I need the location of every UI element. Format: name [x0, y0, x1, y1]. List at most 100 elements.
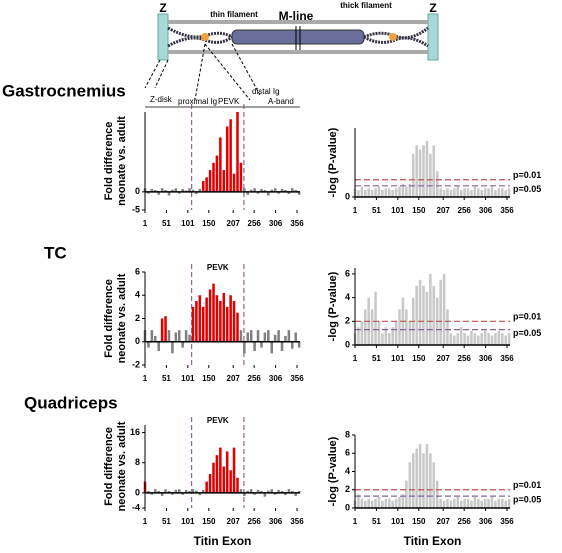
bar	[267, 191, 270, 196]
y-tick-label: 6	[345, 268, 350, 278]
bar	[477, 335, 480, 345]
bar	[490, 497, 494, 508]
mline-label: M-line	[279, 9, 314, 23]
bar	[154, 190, 157, 192]
sarcomere-diagram: Z thin filament M-line thick filament Z	[144, 1, 439, 101]
bar	[360, 498, 364, 508]
bar	[446, 188, 449, 197]
x-tick-label: 356	[500, 206, 514, 215]
y-axis-label: neonate vs. adult	[116, 116, 128, 206]
bar	[239, 162, 243, 192]
bar	[181, 188, 184, 192]
bar	[284, 492, 287, 496]
bar	[174, 489, 178, 493]
bar	[284, 190, 287, 192]
bar	[394, 188, 398, 197]
threshold-label: p=0.05	[513, 495, 541, 505]
bar	[280, 188, 284, 192]
bar	[483, 330, 487, 345]
bar	[232, 173, 236, 192]
bar	[415, 285, 418, 345]
bar	[236, 312, 239, 342]
bar	[477, 188, 480, 197]
bar	[497, 188, 501, 197]
bar	[401, 184, 405, 197]
x-tick-label: 101	[181, 374, 195, 383]
bar	[463, 498, 466, 508]
thin-label: thin filament	[210, 10, 258, 19]
bar	[157, 341, 160, 352]
x-tick-label: 356	[500, 354, 514, 363]
bar	[459, 190, 463, 197]
bar	[483, 188, 487, 197]
bar	[256, 489, 260, 493]
x-tick-label: 150	[412, 354, 426, 363]
bar	[501, 498, 504, 508]
bar	[219, 447, 222, 493]
y-axis-label: Fold difference	[103, 279, 115, 358]
bar	[177, 330, 181, 342]
bar	[157, 191, 160, 195]
row-label: Gastrocnemius	[2, 81, 126, 100]
bar	[249, 189, 253, 192]
bar	[167, 330, 171, 342]
bar	[201, 306, 205, 342]
bar	[435, 480, 439, 508]
bar	[150, 330, 154, 342]
bar	[422, 285, 425, 345]
bar	[456, 333, 460, 345]
bar	[384, 327, 388, 345]
x-tick-label: 356	[290, 517, 304, 526]
y-axis-label: neonate vs. adult	[116, 421, 128, 511]
bar	[439, 188, 442, 197]
bar	[377, 186, 381, 197]
bar	[150, 188, 154, 192]
y-tick-label: 2	[135, 313, 140, 323]
x-tick-label: 51	[162, 374, 171, 383]
bar	[439, 279, 442, 345]
bar	[459, 500, 463, 508]
bar	[364, 190, 367, 197]
bar	[174, 332, 178, 342]
bar	[188, 334, 191, 342]
x-tick-label: 150	[202, 517, 216, 526]
bar	[470, 330, 473, 345]
bar	[470, 190, 473, 197]
bar	[229, 470, 232, 493]
bar	[191, 489, 195, 493]
y-tick-label: 8	[135, 457, 140, 467]
bar	[215, 295, 219, 342]
bar	[277, 330, 280, 342]
bar	[449, 500, 453, 508]
bar	[377, 321, 381, 345]
bar	[507, 333, 511, 345]
bar	[405, 309, 408, 345]
bar	[473, 333, 477, 345]
bar	[225, 126, 229, 192]
bar	[442, 500, 446, 508]
bar	[280, 341, 284, 352]
bar	[507, 498, 511, 508]
region-label: PEVK	[218, 97, 240, 106]
x-tick-label: 306	[269, 219, 283, 228]
x-tick-label: 356	[290, 219, 304, 228]
bar	[494, 333, 497, 345]
bar	[466, 188, 470, 197]
pevk-spring	[389, 33, 397, 41]
bar	[195, 301, 198, 342]
region-label: proximal Ig	[178, 97, 217, 106]
x-tick-label: 256	[248, 517, 262, 526]
x-tick-label: 101	[391, 206, 405, 215]
bar	[446, 498, 449, 508]
bar	[225, 306, 229, 342]
bar	[181, 492, 184, 495]
bar	[246, 191, 250, 195]
bar	[504, 500, 507, 508]
bar	[501, 188, 504, 197]
x-tick-label: 101	[391, 517, 405, 526]
bar	[243, 492, 246, 496]
bar	[260, 341, 263, 348]
bar	[487, 498, 490, 508]
bar	[267, 490, 270, 493]
bar	[418, 444, 422, 508]
